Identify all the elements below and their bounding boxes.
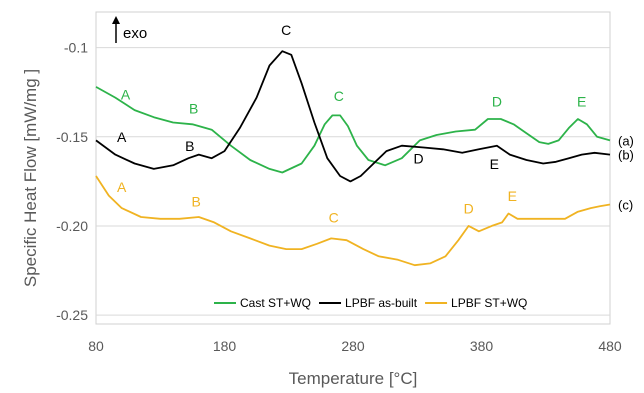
grid-lines [96,47,610,316]
series-layer [95,50,611,267]
curve-tag: (c) [618,198,633,213]
peak-label: D [464,200,474,216]
series-line-2 [95,175,611,267]
series-line-0 [95,86,611,174]
y-tick-label: -0.1 [64,40,88,56]
legend-label: LPBF as-built [345,296,418,310]
peak-label: C [334,88,344,104]
x-tick-label: 480 [598,338,622,354]
peak-label: E [577,93,586,109]
y-axis-title: Specific Heat Flow [mW/mg ] [21,69,40,287]
peak-label: C [329,209,339,225]
y-tick-label: -0.25 [56,307,88,323]
peak-label: B [189,101,198,117]
peak-label: B [185,138,194,154]
x-tick-label: 180 [213,338,237,354]
exo-label: exo [123,25,147,42]
x-tick-label: 80 [88,338,104,354]
peak-label: D [492,93,502,109]
legend-label: LPBF ST+WQ [451,296,527,310]
y-tick-label: -0.15 [56,129,88,145]
curve-tag: (b) [618,148,634,163]
curve-tags: (a)(b) (c) [618,133,634,212]
exo-indicator: exo [112,16,147,43]
peak-label: C [281,22,291,38]
y-tick-labels: -0.1 -0.15 -0.20 -0.25 [56,40,88,323]
curve-tag: (a) [618,133,634,148]
peak-label: E [508,188,517,204]
peak-label: E [490,156,499,172]
series-line-1 [95,50,611,183]
x-tick-labels: 80 180 280 380 480 [88,338,622,354]
annotation-layer: A B C D E A B C D E A B C D E [117,22,586,225]
x-tick-label: 380 [470,338,494,354]
x-tick-label: 280 [341,338,365,354]
legend: Cast ST+WQ LPBF as-built LPBF ST+WQ [214,296,527,310]
peak-label: A [117,129,127,145]
peak-label: A [117,179,127,195]
y-tick-label: -0.20 [56,218,88,234]
legend-label: Cast ST+WQ [240,296,311,310]
peak-label: B [192,193,201,209]
x-axis-title: Temperature [°C] [289,369,418,388]
peak-label: D [413,151,423,167]
peak-label: A [121,86,131,102]
plot-area-border [95,11,611,325]
exo-arrow-icon [112,16,120,24]
